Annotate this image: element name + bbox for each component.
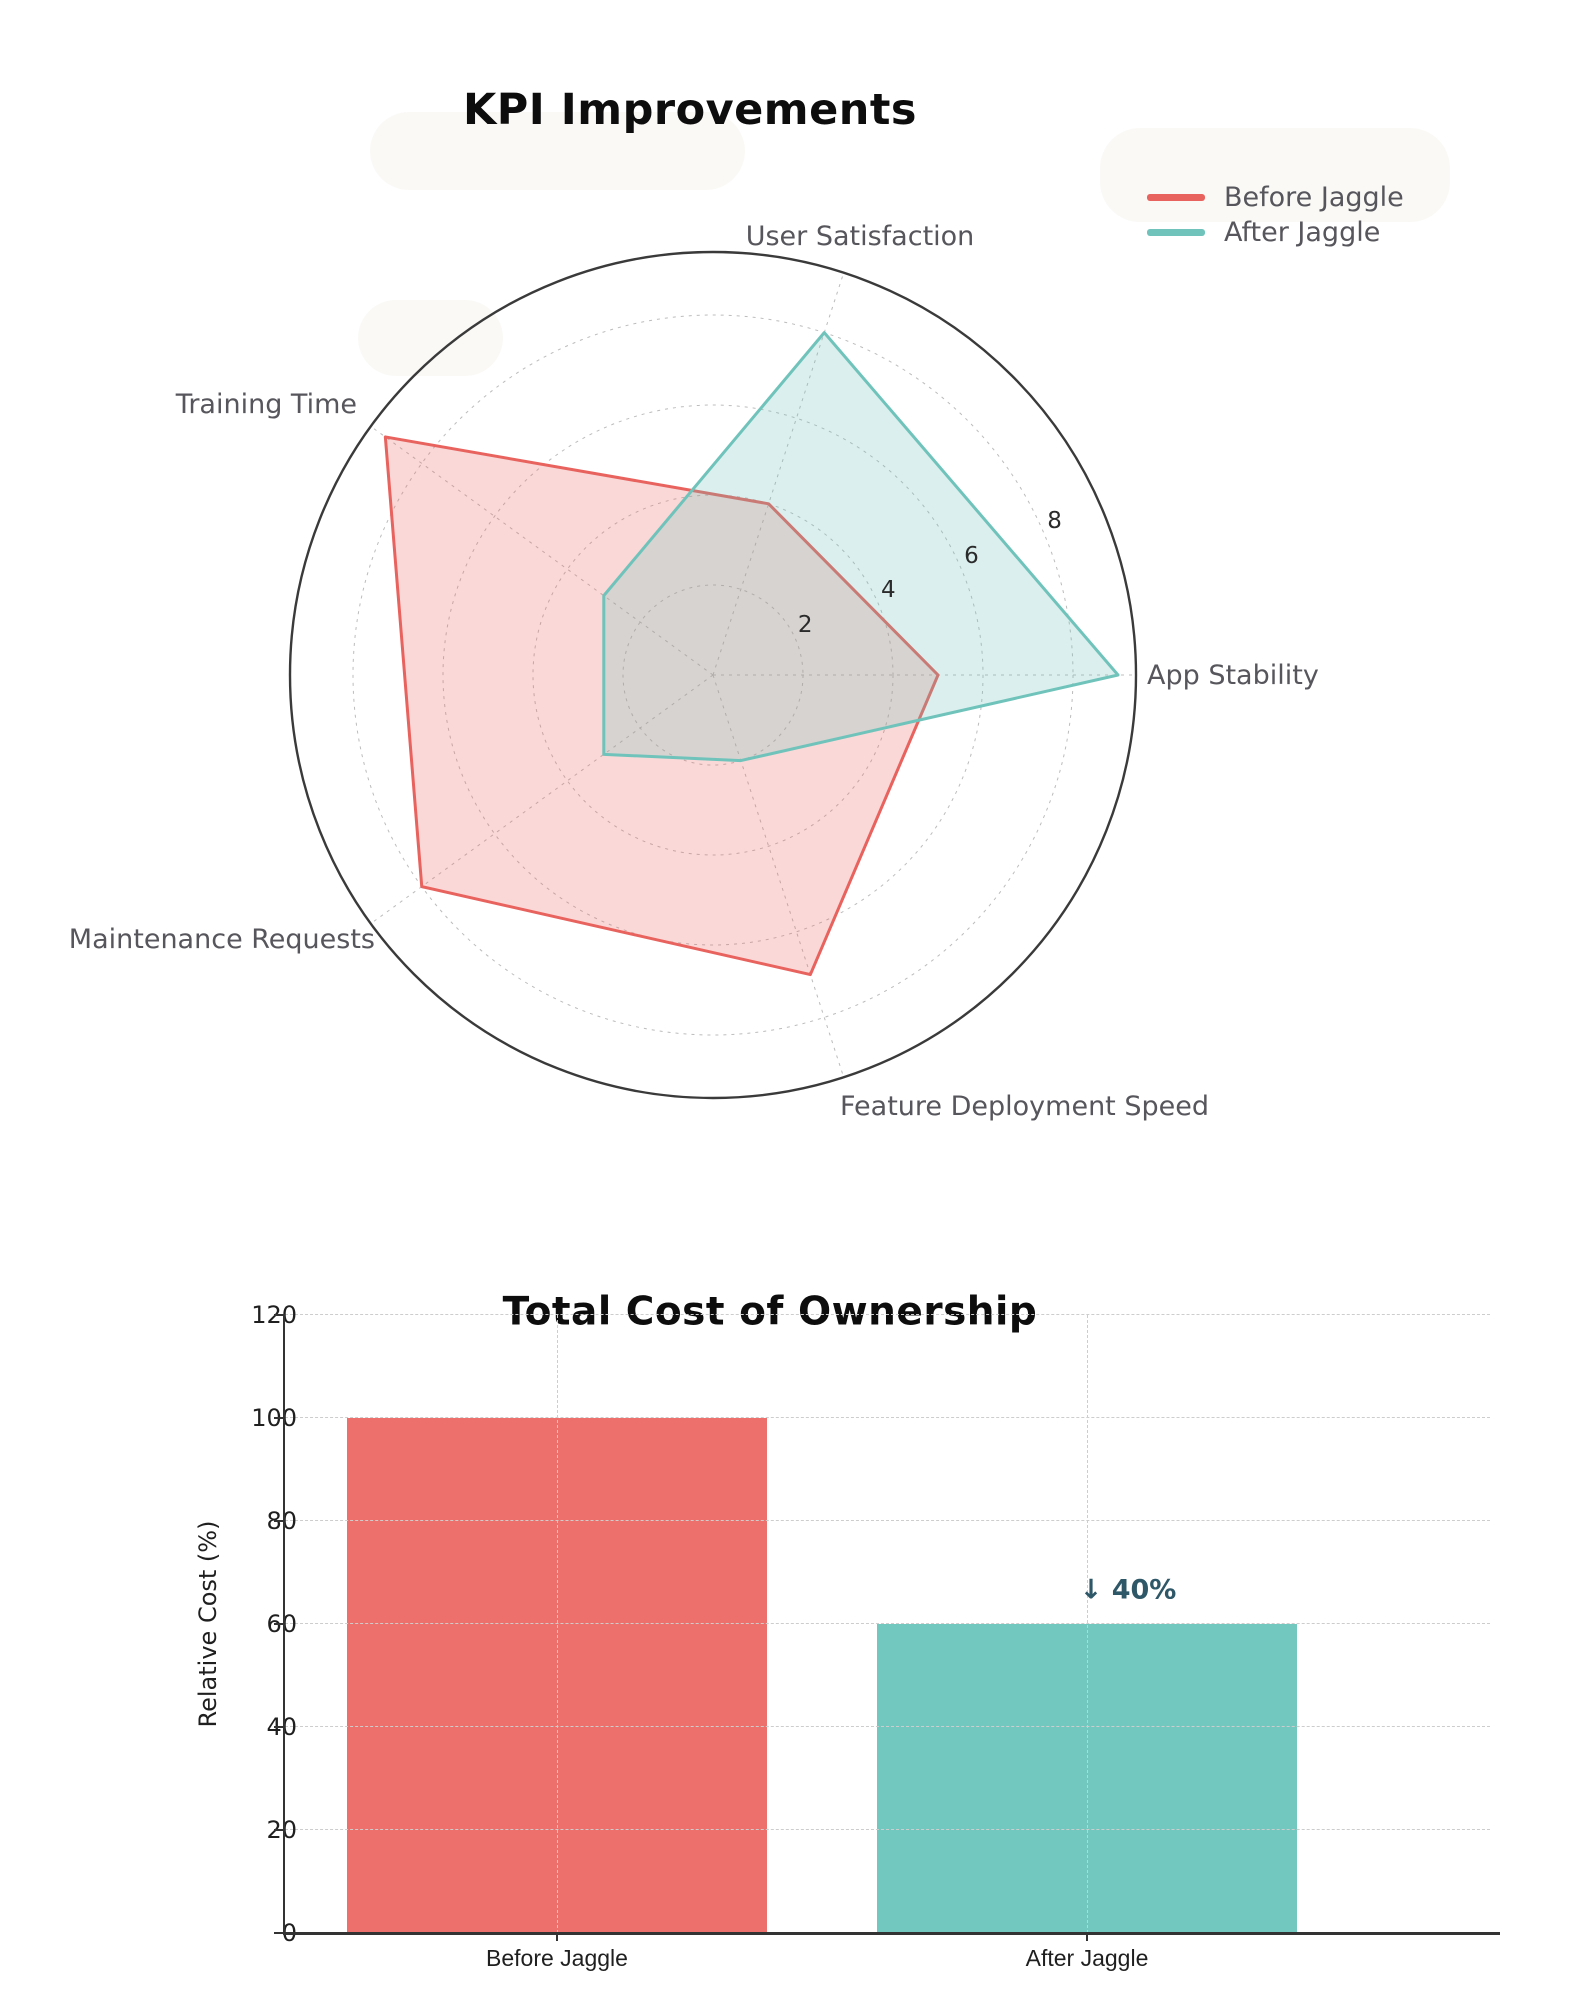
legend-label: After Jaggle (1224, 217, 1381, 248)
tco-ytick-mark (274, 1623, 285, 1625)
radar-axis-label: User Satisfaction (745, 221, 975, 252)
tco-gridline (285, 1417, 1490, 1418)
tco-gridline (285, 1520, 1490, 1521)
radar-axis-label: Training Time (175, 389, 357, 420)
radar-rtick-label: 4 (880, 577, 896, 604)
radar-axis-line (712, 272, 845, 676)
legend-swatch (1147, 229, 1205, 236)
radar-axis-line (712, 674, 845, 1078)
tco-y-axis-spine (283, 1315, 285, 1933)
radar-rtick-label: 6 (964, 542, 979, 569)
radar-legend: Before Jaggle After Jaggle (1147, 180, 1404, 250)
tco-x-axis-spine (283, 1932, 1500, 1935)
radar-outer-circle (288, 250, 1138, 1100)
radar-axis-line (370, 425, 714, 676)
legend-label: Before Jaggle (1224, 182, 1404, 213)
radar-series-before-jaggle (383, 435, 940, 977)
tco-gridline (285, 1726, 1490, 1727)
radar-chart-title: KPI Improvements (462, 85, 918, 135)
radar-axis-label: Feature Deployment Speed (840, 1091, 1209, 1122)
tco-gridline (285, 1829, 1490, 1830)
tco-gridline (285, 1314, 1490, 1315)
legend-item: After Jaggle (1147, 215, 1404, 250)
radar-axis-line (370, 674, 714, 925)
radar-plot (288, 250, 1138, 1100)
legend-swatch (1147, 194, 1205, 201)
watermark-blob (358, 300, 503, 376)
tco-xtick-mark (1086, 1933, 1088, 1941)
watermark-blob (370, 112, 745, 190)
tco-xtick-label: After Jaggle (1025, 1945, 1149, 1971)
radar-axis-label: App Stability (1147, 660, 1319, 691)
tco-ytick-mark (274, 1932, 285, 1934)
radar-rtick-label: 8 (1047, 508, 1062, 535)
watermark-blob (1100, 128, 1450, 222)
radar-rtick-label: 2 (797, 611, 813, 638)
radar-series-after-jaggle (602, 331, 1120, 763)
tco-gridline (557, 1315, 558, 1933)
tco-ytick-mark (274, 1829, 285, 1831)
tco-gridline (1087, 1315, 1088, 1933)
tco-ytick-mark (274, 1726, 285, 1728)
tco-ytick-mark (274, 1520, 285, 1522)
radar-grid-circle (532, 494, 894, 856)
tco-reduction-annotation: ↓ 40% (1079, 1574, 1177, 1606)
tco-chart-title: Total Cost of Ownership (502, 1289, 1038, 1335)
tco-xtick-label: Before Jaggle (486, 1945, 628, 1971)
tco-xtick-mark (556, 1933, 558, 1941)
radar-grid-circle (442, 404, 984, 946)
tco-ytick-mark (274, 1314, 285, 1316)
tco-ytick-mark (274, 1417, 285, 1419)
radar-axis-label: Maintenance Requests (68, 924, 375, 955)
legend-item: Before Jaggle (1147, 180, 1404, 215)
tco-gridline (285, 1623, 1490, 1624)
